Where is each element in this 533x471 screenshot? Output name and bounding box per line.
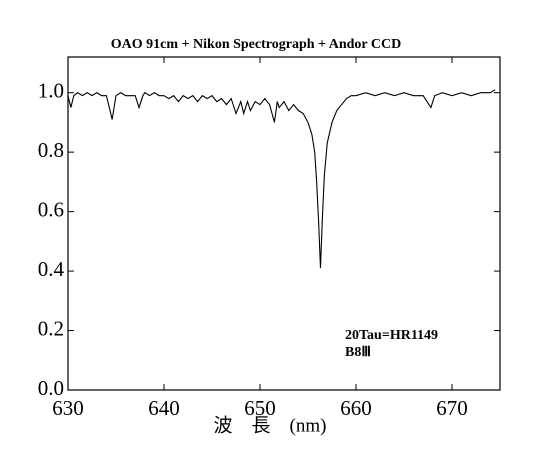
spectrum-line [67, 89, 496, 269]
x-axis-label: 波 長 (nm) [214, 414, 327, 436]
plot-frame [67, 56, 501, 391]
y-tick-label: 0.8 [38, 138, 64, 162]
x-tick-label: 650 [244, 396, 276, 420]
x-tick-label: 660 [340, 396, 372, 420]
y-tick-label: 0.6 [38, 197, 64, 221]
x-tick-label: 630 [52, 396, 84, 420]
y-tick-label: 1.0 [38, 78, 64, 102]
y-tick-label: 0.4 [38, 257, 65, 281]
y-tick-label: 0.0 [38, 376, 64, 400]
x-tick-label: 670 [436, 396, 468, 420]
annotation: 20Tau=HR1149 [345, 328, 438, 343]
x-tick-label: 640 [148, 396, 180, 420]
y-tick-label: 0.2 [38, 316, 64, 340]
chart-title: OAO 91cm + Nikon Spectrograph + Andor CC… [111, 37, 401, 52]
annotation: B8Ⅲ [345, 345, 371, 360]
